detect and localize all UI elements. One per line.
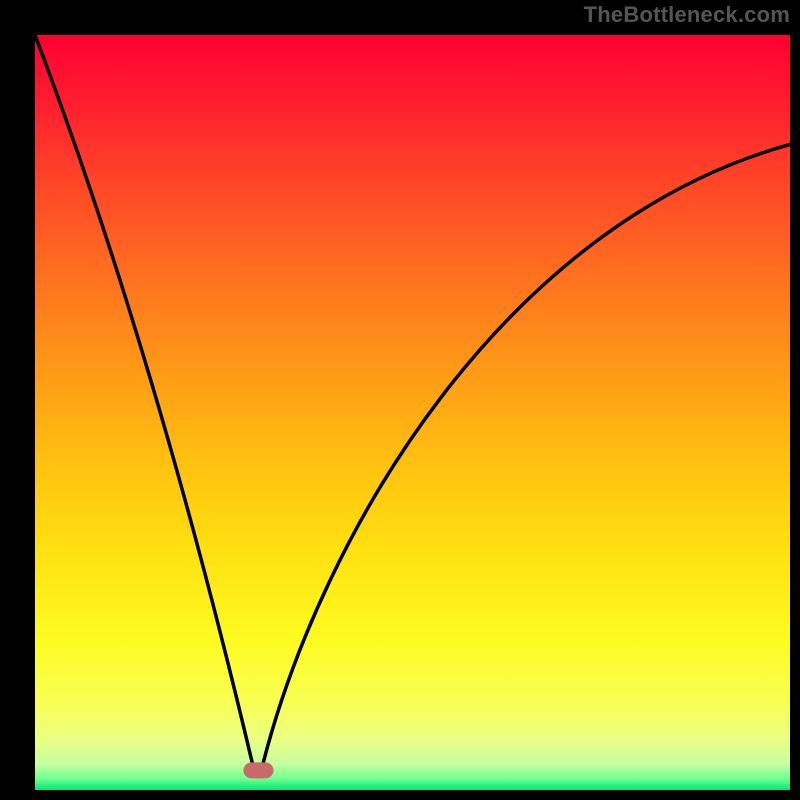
watermark-label: TheBottleneck.com xyxy=(584,2,790,28)
optimal-point-marker xyxy=(243,762,273,778)
chart-background xyxy=(35,35,790,790)
chart-container: TheBottleneck.com xyxy=(0,0,800,800)
bottleneck-chart-svg xyxy=(0,0,800,800)
